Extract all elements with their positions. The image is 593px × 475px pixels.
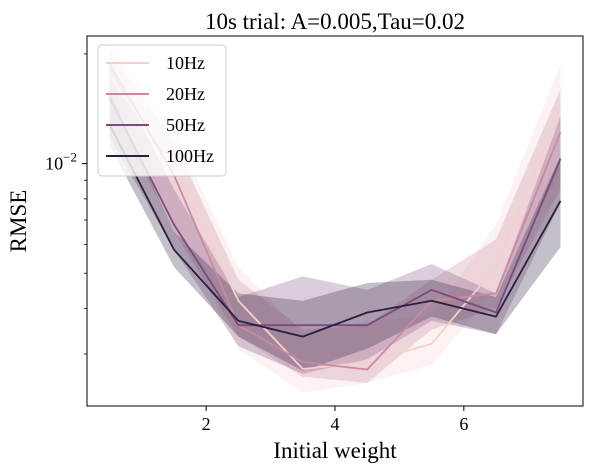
x-tick-label: 2 <box>202 414 211 434</box>
x-tick-label: 4 <box>331 414 340 434</box>
x-tick-label: 6 <box>459 414 468 434</box>
x-axis-ticks: 2 4 6 <box>202 406 468 434</box>
series-lines <box>108 63 562 371</box>
legend-label-50Hz: 50Hz <box>166 115 205 135</box>
legend-box <box>97 44 227 177</box>
legend-label-20Hz: 20Hz <box>166 84 205 104</box>
legend: 10Hz 20Hz 50Hz 100Hz <box>97 44 227 177</box>
x-axis-label: Initial weight <box>273 438 397 463</box>
legend-label-100Hz: 100Hz <box>166 146 214 166</box>
series-line-20Hz <box>108 63 562 371</box>
y-axis-ticks: 10−2 <box>45 53 87 355</box>
y-tick-label: 10−2 <box>45 150 77 174</box>
legend-label-10Hz: 10Hz <box>166 53 205 73</box>
chart-title: 10s trial: A=0.005,Tau=0.02 <box>205 9 465 34</box>
y-axis-label: RMSE <box>6 190 31 253</box>
series-line-100Hz <box>108 124 562 338</box>
